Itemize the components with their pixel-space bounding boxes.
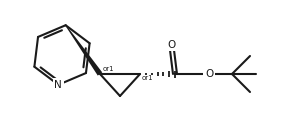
Text: O: O xyxy=(205,69,213,79)
Text: or1: or1 xyxy=(142,75,154,81)
Text: O: O xyxy=(168,40,176,50)
Text: N: N xyxy=(55,80,62,90)
Polygon shape xyxy=(65,25,102,76)
Text: or1: or1 xyxy=(103,66,115,72)
